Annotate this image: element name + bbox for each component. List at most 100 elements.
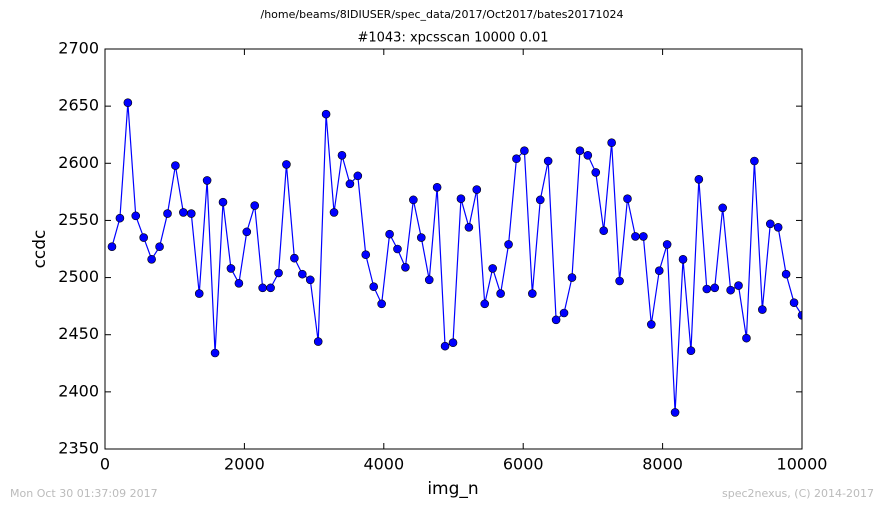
data-point <box>329 208 339 217</box>
x-axis-label: img_n <box>427 479 478 499</box>
y-tick-label: 2600 <box>58 153 99 172</box>
x-tick-label: 2000 <box>224 455 265 474</box>
data-point <box>488 264 497 273</box>
data-point <box>773 222 783 232</box>
plot-area <box>107 98 802 417</box>
data-point <box>139 233 148 242</box>
data-point <box>107 242 117 252</box>
data-point <box>718 203 727 213</box>
data-point <box>282 160 291 169</box>
data-point <box>647 320 656 329</box>
data-point <box>266 283 275 293</box>
data-point <box>258 283 267 293</box>
data-point <box>670 408 680 417</box>
data-point <box>654 266 664 276</box>
data-point <box>440 341 450 351</box>
data-point <box>210 348 220 358</box>
data-point <box>337 150 347 160</box>
data-point <box>179 208 188 217</box>
data-point <box>710 283 720 293</box>
chart-title: #1043: xpcsscan 10000 0.01 <box>357 31 548 46</box>
data-point <box>615 276 624 286</box>
footer-left: Mon Oct 30 01:37:09 2017 <box>10 487 158 500</box>
data-point <box>702 284 712 294</box>
data-point <box>583 150 593 160</box>
data-point <box>361 250 371 260</box>
y-tick-label: 2350 <box>58 439 99 458</box>
data-point <box>186 209 196 218</box>
data-point <box>464 222 474 232</box>
data-point <box>575 146 585 156</box>
data-point <box>758 305 767 314</box>
data-point <box>234 278 244 288</box>
data-point <box>734 281 743 290</box>
data-point <box>567 273 577 282</box>
data-point <box>242 227 252 237</box>
data-point <box>416 233 426 242</box>
data-point <box>131 211 141 221</box>
data-point <box>353 171 363 181</box>
data-point <box>599 226 609 236</box>
data-point <box>345 179 355 189</box>
data-point <box>789 298 799 308</box>
data-point <box>543 156 553 166</box>
data-point <box>797 310 802 320</box>
data-point <box>662 240 672 249</box>
y-tick-label: 2650 <box>58 96 99 115</box>
data-point <box>115 213 125 223</box>
data-point <box>274 268 283 278</box>
data-point <box>218 197 228 207</box>
data-point <box>480 299 490 309</box>
data-point <box>750 156 759 166</box>
data-point <box>385 229 394 239</box>
y-tick-label: 2550 <box>58 210 99 229</box>
footer-right: spec2nexus, (C) 2014-2017 <box>722 487 874 500</box>
data-point <box>298 269 307 279</box>
data-point <box>155 242 164 252</box>
data-point <box>607 138 616 148</box>
data-point <box>678 254 688 264</box>
y-tick-label: 2450 <box>58 324 99 343</box>
data-point <box>686 346 696 356</box>
data-point <box>535 195 545 205</box>
data-point <box>194 289 204 298</box>
data-point <box>512 154 521 164</box>
data-point <box>639 232 648 241</box>
data-point <box>694 174 704 184</box>
data-point <box>409 195 418 205</box>
data-point <box>448 338 458 348</box>
data-point <box>202 176 212 185</box>
data-line <box>111 102 802 413</box>
data-point <box>591 168 601 177</box>
data-point <box>765 219 775 229</box>
data-point <box>496 289 505 298</box>
y-tick-label: 2700 <box>58 39 99 58</box>
data-point <box>123 98 133 108</box>
y-tick-label: 2500 <box>58 267 99 286</box>
data-point <box>305 275 315 285</box>
data-point <box>163 209 172 218</box>
data-point <box>631 232 640 241</box>
data-point <box>369 282 378 292</box>
data-point <box>432 182 442 192</box>
data-point <box>321 109 331 119</box>
x-tick-label: 6000 <box>503 455 544 474</box>
data-point <box>290 253 299 263</box>
data-point <box>377 299 386 309</box>
data-point <box>313 337 323 346</box>
data-point <box>742 333 751 343</box>
data-point <box>424 275 434 285</box>
x-tick-label: 10000 <box>777 455 828 474</box>
plot-frame <box>104 48 803 450</box>
data-point <box>781 269 791 279</box>
y-axis-label: ccdc <box>30 230 50 269</box>
data-point <box>226 264 236 273</box>
x-tick-label: 0 <box>100 455 110 474</box>
data-point <box>147 254 156 264</box>
data-point <box>504 240 513 249</box>
data-point <box>623 194 632 204</box>
y-tick-label: 2400 <box>58 381 99 400</box>
data-point <box>551 315 561 325</box>
data-point <box>559 308 569 318</box>
